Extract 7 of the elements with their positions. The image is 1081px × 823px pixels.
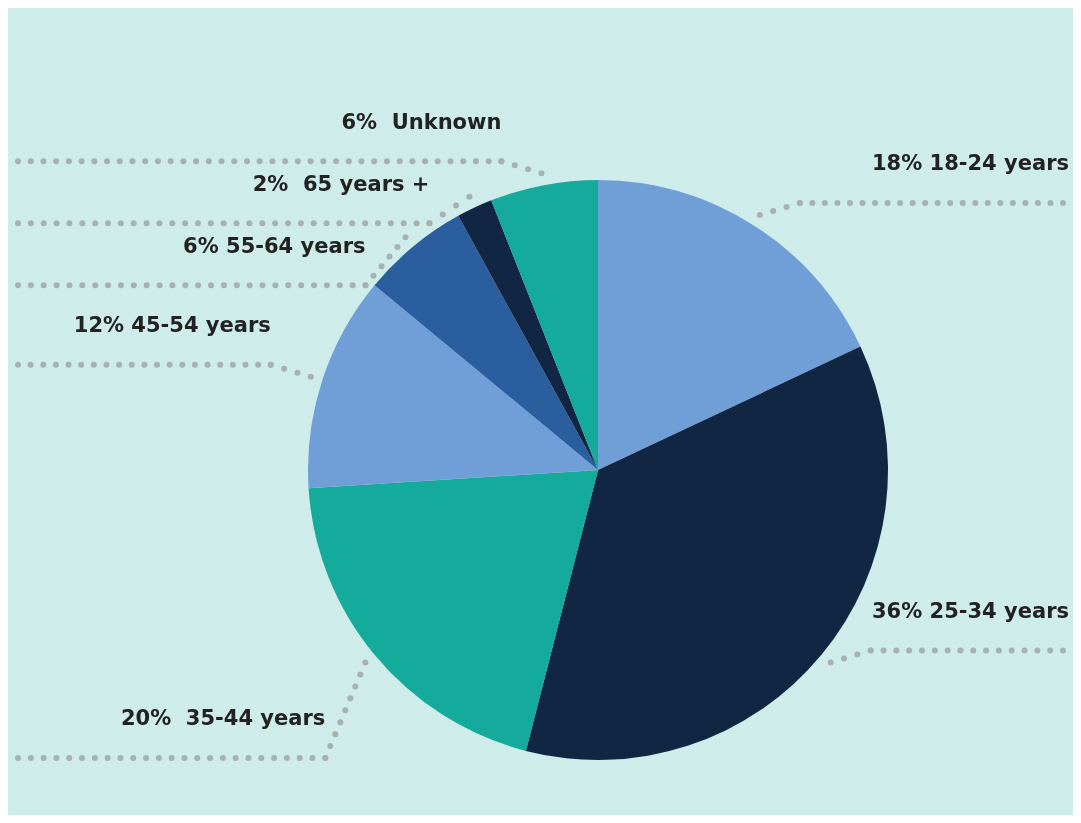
- slice-label: 12% 45-54 years: [73, 313, 271, 338]
- slice-label: 6% 55-64 years: [183, 233, 366, 258]
- slice-label: 2% 65 years +: [252, 171, 430, 196]
- slice-label: 36% 25-34 years: [871, 598, 1069, 623]
- slice-label: 20% 35-44 years: [120, 706, 326, 731]
- slice-label: 18% 18-24 years: [871, 151, 1069, 176]
- slice-label: 6% Unknown: [341, 109, 502, 134]
